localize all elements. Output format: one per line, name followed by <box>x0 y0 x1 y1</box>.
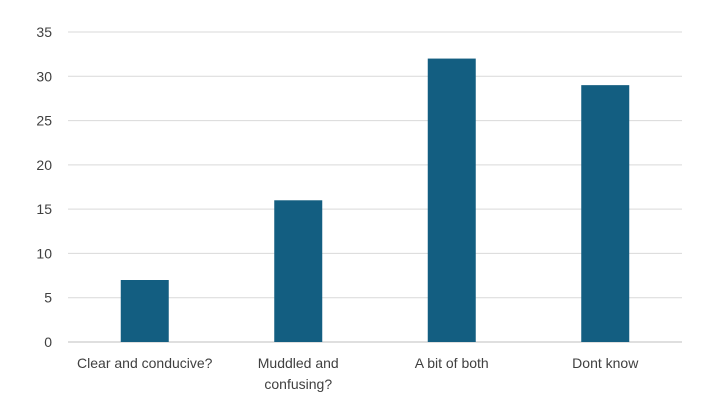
x-tick-label: confusing? <box>264 376 332 392</box>
y-tick-label: 0 <box>44 334 52 350</box>
bar <box>581 85 630 343</box>
x-axis: Clear and conducive? Muddled and confusing… <box>77 355 639 392</box>
y-tick-label: 10 <box>36 245 52 261</box>
x-tick-label: Muddled and <box>258 355 339 371</box>
y-axis: 0 5 10 15 20 25 30 35 <box>36 24 52 350</box>
bar <box>274 200 323 342</box>
bar <box>120 280 169 342</box>
y-tick-label: 30 <box>36 68 52 84</box>
y-tick-label: 20 <box>36 157 52 173</box>
bar <box>427 58 476 342</box>
bars <box>120 58 630 343</box>
y-tick-label: 5 <box>44 290 52 306</box>
y-tick-label: 35 <box>36 24 52 40</box>
y-tick-label: 25 <box>36 113 52 129</box>
gridlines <box>68 31 682 343</box>
x-tick-label: A bit of both <box>415 355 489 371</box>
x-tick-label: Clear and conducive? <box>77 355 213 371</box>
y-tick-label: 15 <box>36 201 52 217</box>
x-tick-label: Dont know <box>572 355 639 371</box>
